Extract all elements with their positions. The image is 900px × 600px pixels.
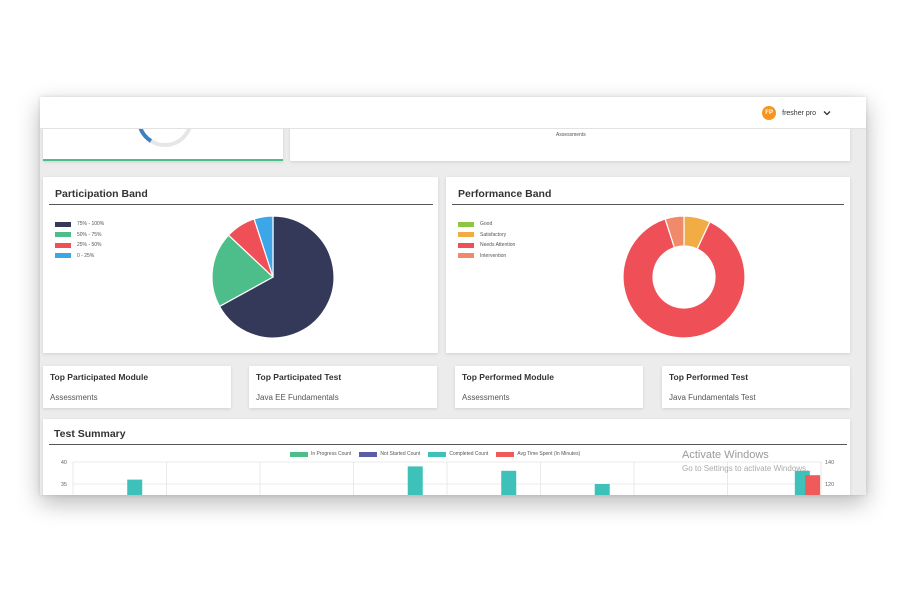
bar[interactable] [501,470,517,495]
pie-slice[interactable] [622,218,746,339]
legend-swatch [458,253,474,258]
legend-label: Needs Attention [480,242,516,248]
activate-windows-title: Activate Windows [682,449,769,461]
test-summary-card: Test Summary 40 35 140 120 [43,419,850,495]
legend-swatch [290,451,308,457]
top-bar: FP fresher pro [40,97,866,129]
participation-pie-chart [211,215,335,339]
dashboard-window: FP fresher pro Assessments Participation… [40,97,866,495]
legend-item[interactable]: Needs Attention [458,242,515,248]
user-name: fresher pro [782,109,816,117]
legend-label: Satisfactory [480,231,507,238]
test-summary-title: Test Summary [54,428,126,440]
participation-band-title: Participation Band [55,188,148,200]
legend-label: Completed Count [449,451,489,457]
legend-label: Avg Time Spent (In Minutes) [517,451,581,457]
legend-item[interactable]: Avg Time Spent (In Minutes) [496,451,580,457]
stat-value: Java EE Fundamentals [256,393,339,402]
stat-title: Top Participated Test [256,372,342,382]
legend-swatch [55,221,71,227]
y-tick-label: 35 [61,482,67,488]
pie-slice[interactable] [218,215,335,339]
y2-tick-label: 140 [825,460,834,466]
legend-label: In Progress Count [311,451,352,457]
stat-title: Top Performed Module [462,372,554,382]
legend-item[interactable]: Completed Count [428,451,488,457]
participation-band-card: Participation Band 75% - 100% 50% - 75% 25… [43,177,438,353]
stat-card-top-participated-test[interactable]: Top Participated Test Java EE Fundamenta… [249,366,437,408]
stat-card-top-performed-module[interactable]: Top Performed Module Assessments [455,366,643,408]
legend-swatch [428,451,447,457]
legend-label: 50% - 75% [77,231,102,238]
bar[interactable] [127,479,143,495]
legend-swatch [458,242,474,248]
legend-swatch [496,451,515,457]
legend-item[interactable]: 25% - 50% [55,242,101,248]
stat-value: Java Fundamentals Test [669,393,756,402]
legend-item[interactable]: Good [458,221,492,227]
legend-label: Not Started Count [380,451,421,457]
chevron-down-icon[interactable] [822,108,832,118]
legend-swatch [55,242,71,248]
legend-item[interactable]: Satisfactory [458,232,506,238]
y2-tick-label: 120 [825,482,834,488]
legend-label: 25% - 50% [77,242,102,248]
legend-item[interactable]: 50% - 75% [55,232,101,238]
pie-slice[interactable] [664,215,685,249]
legend-item[interactable]: 0 - 25% [55,253,94,259]
user-avatar: FP [762,106,777,120]
performance-donut-chart [622,215,746,339]
pie-slice[interactable] [211,234,275,308]
legend-swatch [458,232,474,237]
performance-band-card: Performance Band Good Satisfactory Needs A… [446,177,850,353]
activate-windows-subtitle: Go to Settings to activate Windows. [682,464,809,473]
performance-band-title: Performance Band [458,188,552,200]
stat-card-top-participated-module[interactable]: Top Participated Module Assessments [43,366,231,408]
top-right-card-label: Assessments [556,132,586,138]
stat-value: Assessments [462,393,510,402]
legend-label: 75% - 100% [77,221,105,227]
title-divider [49,444,847,445]
user-menu[interactable]: FP fresher pro [762,106,832,120]
legend-swatch [55,232,71,237]
bar[interactable] [805,475,821,495]
title-divider [452,204,844,205]
legend-swatch [359,451,378,457]
test-summary-bar-chart: 40 35 140 120 [61,460,834,495]
legend-swatch [458,221,474,227]
pie-slice[interactable] [253,215,274,278]
test-summary-legend: In Progress Count Not Started Count Comple… [290,451,580,457]
legend-item[interactable]: Not Started Count [359,451,420,457]
legend-item[interactable]: Intervention [458,253,506,259]
legend-label: 0 - 25% [77,252,95,259]
stat-title: Top Participated Module [50,372,149,382]
stat-value: Assessments [50,393,98,402]
legend-label: Good [480,221,493,227]
bar[interactable] [407,466,423,495]
stat-card-top-performed-test[interactable]: Top Performed Test Java Fundamentals Tes… [662,366,850,408]
title-divider [49,204,433,205]
legend-swatch [55,253,71,258]
stat-title: Top Performed Test [669,372,749,382]
legend-item[interactable]: 75% - 100% [55,221,104,227]
y-tick-label: 40 [61,460,67,466]
bar[interactable] [594,484,610,495]
legend-label: Intervention [480,252,507,259]
legend-item[interactable]: In Progress Count [290,451,351,457]
